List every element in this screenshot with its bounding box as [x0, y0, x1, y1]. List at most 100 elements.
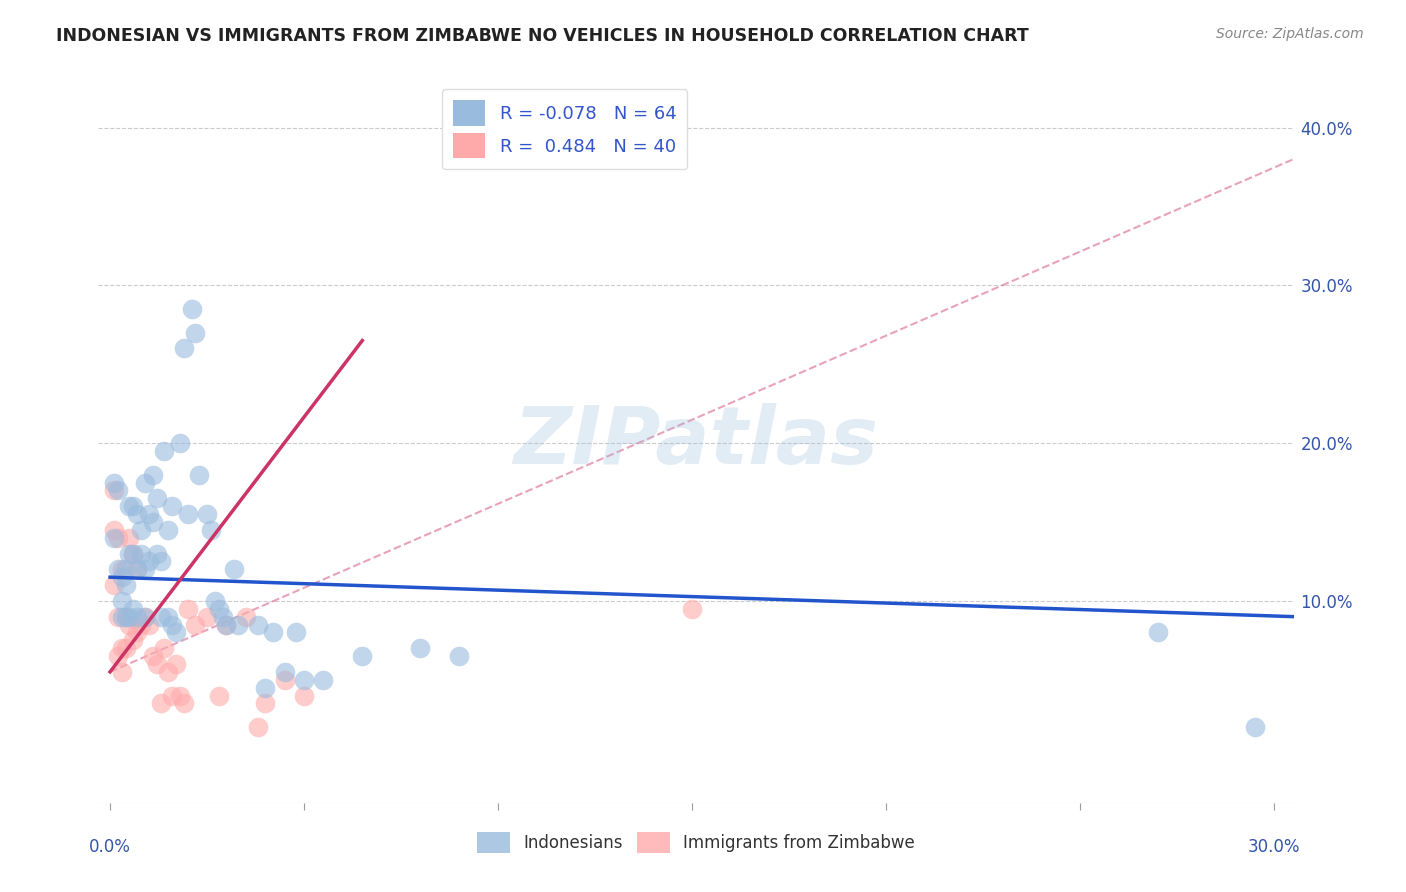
- Point: [285, 625, 308, 640]
- Point: [292, 673, 315, 687]
- Text: ZIPatlas: ZIPatlas: [513, 402, 879, 481]
- Point: [114, 641, 136, 656]
- Point: [1243, 720, 1265, 734]
- Point: [111, 562, 134, 576]
- Point: [1146, 625, 1168, 640]
- Point: [138, 617, 160, 632]
- Point: [107, 649, 129, 664]
- Point: [118, 531, 141, 545]
- Point: [129, 523, 152, 537]
- Point: [157, 609, 180, 624]
- Point: [180, 301, 202, 316]
- Point: [165, 657, 187, 671]
- Point: [149, 609, 172, 624]
- Point: [224, 562, 246, 576]
- Point: [118, 609, 141, 624]
- Point: [122, 601, 145, 615]
- Point: [204, 594, 226, 608]
- Point: [122, 547, 145, 561]
- Point: [176, 507, 198, 521]
- Point: [103, 475, 125, 490]
- Point: [208, 601, 231, 615]
- Point: [149, 697, 172, 711]
- Point: [111, 609, 134, 624]
- Point: [142, 467, 165, 482]
- Point: [235, 609, 257, 624]
- Point: [246, 617, 269, 632]
- Point: [134, 609, 156, 624]
- Point: [142, 515, 165, 529]
- Point: [254, 697, 277, 711]
- Point: [142, 649, 165, 664]
- Point: [107, 609, 129, 624]
- Point: [149, 554, 172, 568]
- Point: [145, 491, 167, 506]
- Point: [138, 554, 160, 568]
- Point: [165, 625, 187, 640]
- Point: [127, 609, 149, 624]
- Point: [103, 523, 125, 537]
- Legend: Indonesians, Immigrants from Zimbabwe: Indonesians, Immigrants from Zimbabwe: [471, 826, 921, 860]
- Point: [215, 617, 238, 632]
- Point: [114, 609, 136, 624]
- Point: [134, 562, 156, 576]
- Point: [273, 665, 295, 679]
- Point: [157, 665, 180, 679]
- Point: [111, 594, 134, 608]
- Text: Source: ZipAtlas.com: Source: ZipAtlas.com: [1216, 27, 1364, 41]
- Point: [292, 689, 315, 703]
- Point: [200, 523, 222, 537]
- Point: [188, 467, 211, 482]
- Point: [681, 601, 703, 615]
- Point: [118, 547, 141, 561]
- Point: [103, 483, 125, 498]
- Text: INDONESIAN VS IMMIGRANTS FROM ZIMBABWE NO VEHICLES IN HOUSEHOLD CORRELATION CHAR: INDONESIAN VS IMMIGRANTS FROM ZIMBABWE N…: [56, 27, 1029, 45]
- Point: [195, 609, 218, 624]
- Point: [215, 617, 238, 632]
- Point: [122, 547, 145, 561]
- Point: [246, 720, 269, 734]
- Point: [127, 507, 149, 521]
- Point: [352, 649, 374, 664]
- Point: [127, 562, 149, 576]
- Point: [138, 507, 160, 521]
- Point: [111, 641, 134, 656]
- Point: [153, 641, 176, 656]
- Point: [409, 641, 432, 656]
- Point: [160, 617, 183, 632]
- Point: [153, 444, 176, 458]
- Point: [114, 562, 136, 576]
- Point: [107, 562, 129, 576]
- Point: [134, 475, 156, 490]
- Point: [127, 625, 149, 640]
- Point: [103, 531, 125, 545]
- Point: [122, 633, 145, 648]
- Point: [173, 342, 195, 356]
- Point: [107, 483, 129, 498]
- Point: [127, 562, 149, 576]
- Point: [195, 507, 218, 521]
- Point: [208, 689, 231, 703]
- Point: [134, 609, 156, 624]
- Point: [169, 689, 191, 703]
- Point: [449, 649, 471, 664]
- Point: [157, 523, 180, 537]
- Point: [103, 578, 125, 592]
- Point: [122, 500, 145, 514]
- Point: [107, 531, 129, 545]
- Point: [111, 665, 134, 679]
- Point: [118, 500, 141, 514]
- Point: [145, 657, 167, 671]
- Point: [262, 625, 284, 640]
- Point: [273, 673, 295, 687]
- Point: [226, 617, 249, 632]
- Text: 0.0%: 0.0%: [89, 838, 131, 856]
- Point: [114, 578, 136, 592]
- Point: [169, 436, 191, 450]
- Point: [184, 326, 207, 340]
- Text: 30.0%: 30.0%: [1249, 838, 1301, 856]
- Point: [312, 673, 335, 687]
- Point: [173, 697, 195, 711]
- Point: [211, 609, 233, 624]
- Point: [129, 547, 152, 561]
